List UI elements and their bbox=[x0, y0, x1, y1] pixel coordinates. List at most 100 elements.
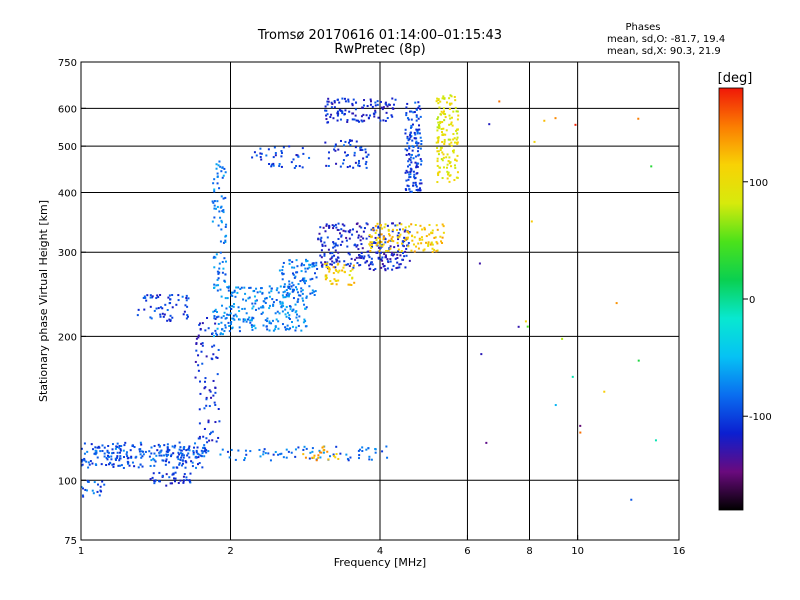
echo-point bbox=[364, 151, 367, 154]
echo-point bbox=[166, 446, 169, 449]
echo-point bbox=[374, 232, 377, 235]
echo-point bbox=[251, 328, 254, 331]
echo-point bbox=[280, 165, 283, 168]
echo-point bbox=[184, 460, 187, 463]
echo-point bbox=[452, 133, 455, 136]
echo-point bbox=[381, 245, 384, 248]
echo-point bbox=[255, 287, 258, 290]
echo-point bbox=[420, 242, 423, 245]
echo-point bbox=[94, 463, 97, 466]
echo-point bbox=[391, 268, 394, 271]
y-tick-label: 200 bbox=[58, 332, 77, 343]
echo-point bbox=[178, 441, 181, 444]
echo-point bbox=[351, 268, 354, 271]
echo-point bbox=[249, 286, 252, 289]
echo-point bbox=[120, 464, 123, 467]
echo-point bbox=[268, 291, 271, 294]
echo-point bbox=[203, 450, 206, 453]
echo-point bbox=[225, 307, 228, 310]
echo-point bbox=[226, 450, 229, 453]
echo-point bbox=[357, 162, 360, 165]
echo-point bbox=[401, 252, 404, 255]
echo-point bbox=[82, 487, 85, 490]
echo-point bbox=[526, 325, 529, 328]
echo-point bbox=[435, 100, 438, 103]
echo-point bbox=[266, 320, 269, 323]
echo-point bbox=[418, 182, 421, 185]
echo-point bbox=[288, 318, 291, 321]
echo-point bbox=[282, 291, 285, 294]
echo-point bbox=[429, 243, 432, 246]
echo-point bbox=[179, 446, 182, 449]
echo-point bbox=[399, 254, 402, 257]
echo-point bbox=[272, 164, 275, 167]
echo-point bbox=[231, 327, 234, 330]
echo-point bbox=[442, 107, 445, 110]
echo-point bbox=[445, 129, 448, 132]
echo-point bbox=[204, 329, 207, 332]
echo-point bbox=[198, 435, 201, 438]
echo-point bbox=[98, 446, 101, 449]
echo-point bbox=[294, 275, 297, 278]
echo-point bbox=[277, 327, 280, 330]
echo-point bbox=[330, 101, 333, 104]
echo-point bbox=[431, 229, 434, 232]
echo-point bbox=[393, 246, 396, 249]
echo-point bbox=[168, 476, 171, 479]
echo-point bbox=[148, 455, 151, 458]
echo-point bbox=[159, 293, 162, 296]
colorbar-tick-label: -100 bbox=[749, 412, 772, 423]
echo-point bbox=[325, 223, 328, 226]
echo-point bbox=[411, 139, 414, 142]
echo-point bbox=[92, 492, 95, 495]
echo-point bbox=[319, 254, 322, 257]
echo-point bbox=[81, 485, 83, 488]
echo-point bbox=[405, 236, 408, 239]
stats-heading: Phases bbox=[625, 22, 660, 33]
echo-point bbox=[379, 251, 382, 254]
echo-point bbox=[333, 261, 336, 264]
echo-point bbox=[369, 241, 372, 244]
echo-point bbox=[438, 170, 441, 173]
echo-point bbox=[99, 450, 102, 453]
echo-point bbox=[172, 472, 175, 475]
echo-point bbox=[208, 405, 211, 408]
echo-point bbox=[325, 224, 328, 227]
echo-point bbox=[447, 138, 450, 141]
echo-point bbox=[143, 308, 146, 311]
echo-point bbox=[271, 298, 274, 301]
echo-point bbox=[217, 408, 220, 411]
echo-point bbox=[362, 230, 365, 233]
echo-point bbox=[410, 124, 413, 127]
echo-point bbox=[382, 238, 385, 241]
echo-point bbox=[149, 478, 152, 481]
echo-point bbox=[365, 448, 368, 451]
echo-point bbox=[292, 273, 295, 276]
echo-point bbox=[334, 249, 337, 252]
echo-point bbox=[212, 379, 215, 382]
echo-point bbox=[397, 244, 400, 247]
echo-point bbox=[216, 327, 219, 330]
echo-point bbox=[453, 137, 456, 140]
echo-point bbox=[219, 251, 222, 254]
echo-point bbox=[223, 311, 226, 314]
echo-point bbox=[420, 236, 423, 239]
echo-point bbox=[213, 255, 216, 258]
x-tick-label: 10 bbox=[571, 546, 584, 557]
echo-point bbox=[425, 235, 428, 238]
echo-point bbox=[178, 448, 181, 451]
echo-point bbox=[277, 453, 280, 456]
echo-point bbox=[386, 456, 389, 459]
echo-point bbox=[339, 452, 342, 455]
echo-point bbox=[437, 141, 440, 144]
echo-point bbox=[437, 98, 440, 101]
echo-point bbox=[272, 162, 275, 165]
echo-point bbox=[416, 131, 419, 134]
echo-point bbox=[385, 103, 388, 106]
echo-point bbox=[354, 161, 357, 164]
echo-point bbox=[207, 327, 210, 330]
echo-point bbox=[419, 189, 422, 192]
stats-line-o: mean, sd,O: -81.7, 19.4 bbox=[607, 34, 725, 45]
echo-point bbox=[303, 445, 306, 448]
echo-point bbox=[305, 296, 308, 299]
